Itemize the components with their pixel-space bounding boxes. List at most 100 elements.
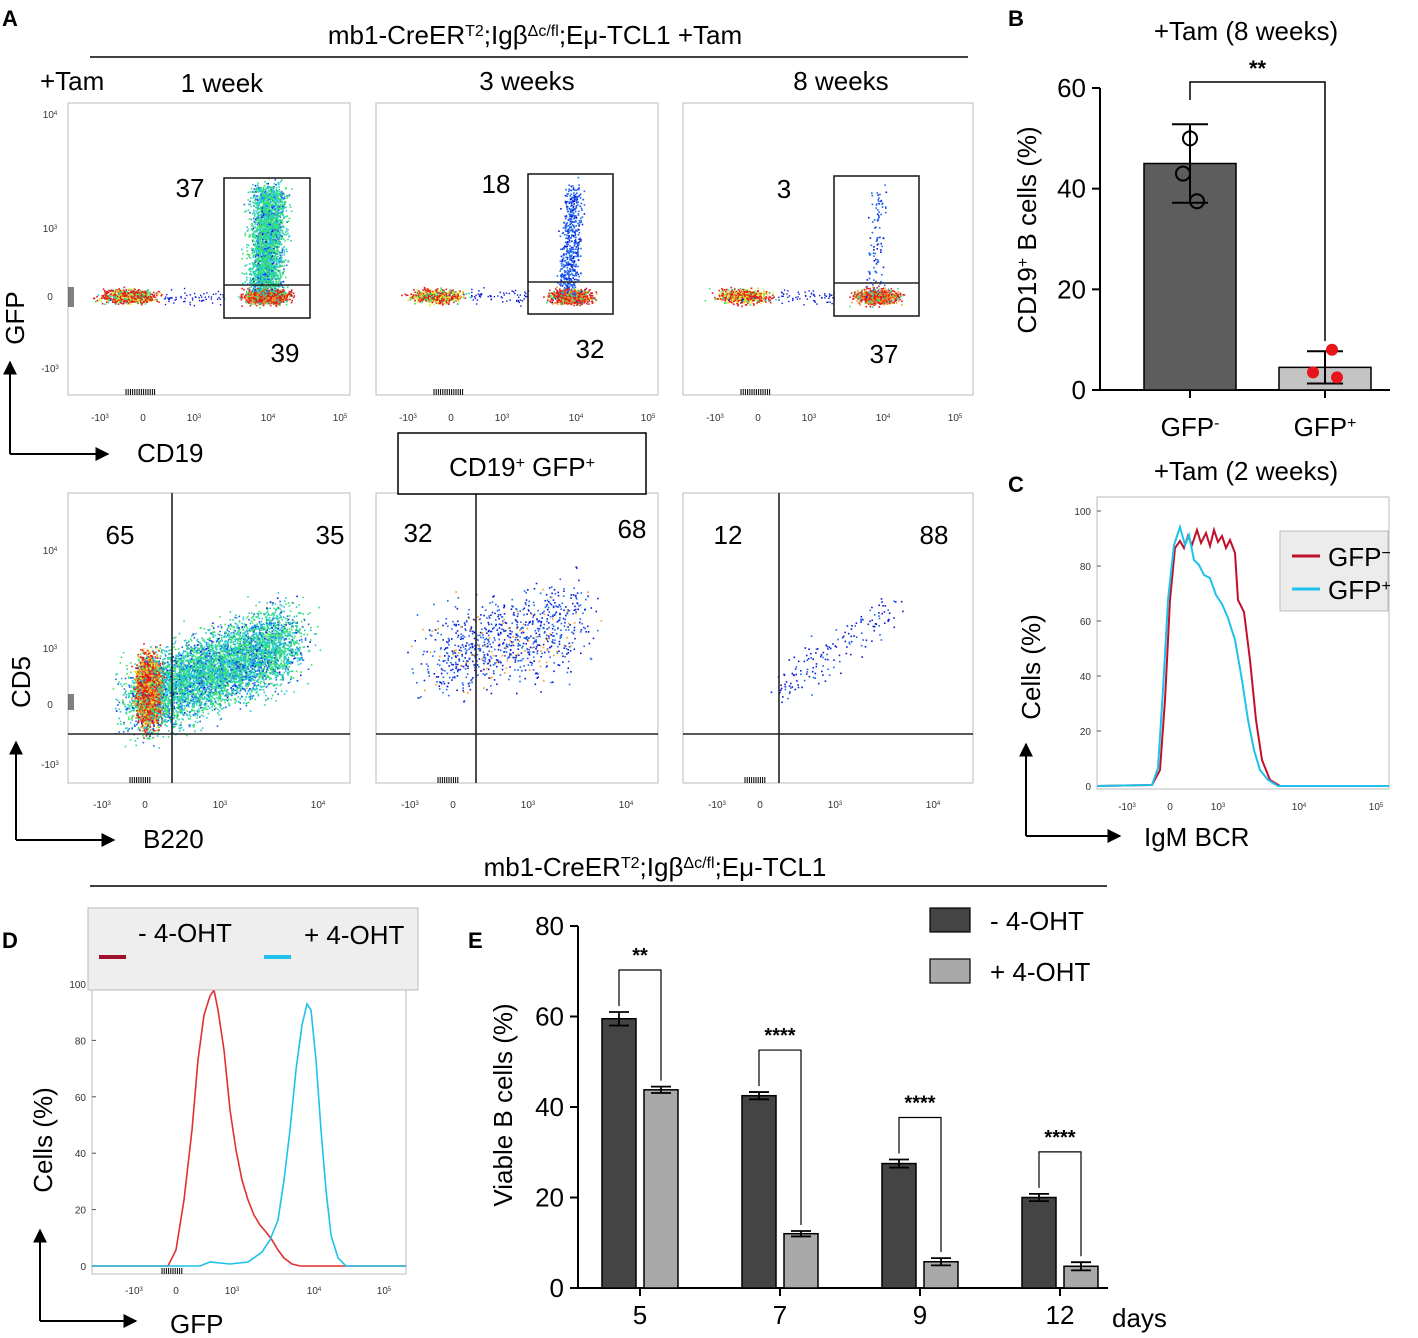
x-tick-label: 104 [876, 413, 891, 424]
e-significance-bracket [758, 1049, 802, 1225]
d-x-tick-label: -103 [125, 1286, 143, 1297]
x-tick-label: 104 [261, 413, 276, 424]
e-x-tick-label: 9 [913, 1300, 927, 1330]
y-rug [68, 694, 74, 710]
timepoint-1-week: 1 week [181, 68, 264, 98]
d-curve-minus-4oht [92, 987, 406, 1267]
c-curves [1097, 523, 1389, 787]
x-tick-label: 104 [926, 800, 941, 811]
facs-gate-cd19 [527, 173, 614, 315]
c-legend-box [1279, 530, 1389, 612]
e-significance-bracket [898, 1116, 942, 1253]
e-y-tick-label: 40 [535, 1092, 564, 1122]
e-bar-plus-day-7 [783, 1232, 819, 1289]
cd19-axis-title: CD19 [137, 438, 203, 468]
facs-bottom-plot-2: 32 68 -103 0 103 104 [375, 492, 659, 811]
e-bar-minus-day-9 [881, 1162, 917, 1289]
b-y-tick-label: 60 [1057, 73, 1086, 103]
x-tick-label: -103 [399, 413, 417, 424]
d-x-tick-label: 104 [307, 1286, 322, 1297]
d-y-tick-label: 60 [75, 1093, 87, 1104]
panel-letter-d: D [2, 928, 18, 953]
y-tick-label: 0 [47, 292, 53, 303]
panel-letter-a: A [2, 6, 18, 31]
b-point [1175, 165, 1191, 182]
d-legend-box [87, 907, 419, 991]
y-tick-label: 104 [43, 110, 58, 121]
x-tick-label: 103 [802, 413, 817, 424]
b-y-tick-label: 40 [1057, 174, 1086, 204]
d-legend: - 4-OHT + 4-OHT [87, 907, 419, 991]
b-point [1326, 343, 1338, 356]
gfp-plus-percent: 3 [777, 174, 791, 204]
c-x-tick-label: -103 [1118, 802, 1136, 813]
panel-e-xlabel: days [1112, 1303, 1167, 1333]
timepoint-3-weeks: 3 weeks [479, 66, 574, 96]
e-significance: **** [904, 1092, 935, 1114]
x-tick-label: 103 [521, 800, 536, 811]
facs-dots [112, 592, 322, 749]
x-tick-label: 105 [948, 413, 963, 424]
gate-label-text: CD19+ GFP+ [449, 452, 595, 482]
cd5-right-percent: 35 [316, 520, 345, 550]
x-tick-label: 104 [619, 800, 634, 811]
e-significance: ** [632, 945, 648, 967]
panel-d-ylabel: Cells (%) [28, 1087, 58, 1192]
gfp-plus-percent: 18 [482, 169, 511, 199]
facs-gate-cd19 [223, 177, 311, 319]
x-rug [433, 389, 464, 395]
d-x-tick-label: 103 [225, 1286, 240, 1297]
panel-c-chart: 0 20 40 60 80 100 -103 0 103 104 105 GFP−GFP+ [1074, 496, 1391, 813]
timepoint-8-weeks: 8 weeks [793, 66, 888, 96]
bottom-header-genotype: mb1-CreERT2;IgβΔc/fl;Eμ-TCL1 [484, 852, 827, 882]
c-y-tick-label: 60 [1080, 617, 1092, 628]
d-x-rug [161, 1268, 183, 1274]
facs-dots [401, 176, 598, 307]
b-significance: ** [1249, 56, 1267, 81]
b-y-tick-label: 20 [1057, 274, 1086, 304]
d-legend-label-minus: - 4-OHT [138, 918, 232, 948]
facs-bottom-plot-3: 12 88 -103 0 103 104 [682, 492, 974, 811]
c-y-tick-label: 20 [1080, 727, 1092, 738]
facs-frame [682, 102, 974, 396]
d-y-tick-label: 80 [75, 1036, 87, 1047]
panel-b-ylabel: CD19+ B cells (%) [1012, 126, 1042, 333]
y-tick-label: -103 [41, 760, 59, 771]
facs-dots [704, 184, 906, 308]
x-rug [129, 777, 151, 783]
d-y-tick-label: 100 [69, 980, 86, 991]
cd5-axis-title: CD5 [6, 656, 36, 708]
c-curve-gfp-pos [1097, 523, 1389, 787]
x-tick-label: 0 [757, 800, 763, 811]
panel-e-ylabel: Viable B cells (%) [488, 1003, 518, 1206]
y-tick-label: 104 [43, 546, 58, 557]
b-point [1182, 130, 1198, 147]
x-tick-label: 103 [187, 413, 202, 424]
y-tick-label: 103 [43, 224, 58, 235]
e-legend-label-minus: - 4-OHT [990, 906, 1084, 936]
panel-b-title: +Tam (8 weeks) [1154, 16, 1338, 46]
facs-dots [407, 566, 603, 703]
gfp-plus-percent: 37 [176, 173, 205, 203]
e-x-tick-label: 7 [773, 1300, 787, 1330]
facs-top-plot-1: 37 39 -103 0 103 104 105 104 103 0 -103 [41, 102, 351, 424]
x-tick-label: 0 [140, 413, 146, 424]
d-y-tick-label: 0 [80, 1262, 86, 1273]
e-significance-bracket [618, 969, 662, 1081]
x-tick-label: -103 [401, 800, 419, 811]
y-tick-label: -103 [41, 364, 59, 375]
x-tick-label: 105 [333, 413, 348, 424]
panel-letter-b: B [1008, 6, 1024, 31]
gfp-axis-title: GFP [0, 291, 30, 344]
facs-bottom-row: 65 35 -103 0 103 104 104 103 0 -103 32 68 -103 0 103 10… [41, 492, 974, 811]
panel-letter-c: C [1008, 472, 1024, 497]
panel-letter-e: E [468, 928, 483, 953]
gfp-minus-percent: 32 [576, 334, 605, 364]
facs-frame [67, 102, 351, 396]
panel-b-chart: 0 20 40 60 GFP- GFP+ ** [1057, 56, 1390, 442]
facs-dots [92, 177, 296, 309]
d-y-tick-label: 40 [75, 1149, 87, 1160]
d-frame [91, 984, 407, 1275]
x-tick-label: -103 [706, 413, 724, 424]
